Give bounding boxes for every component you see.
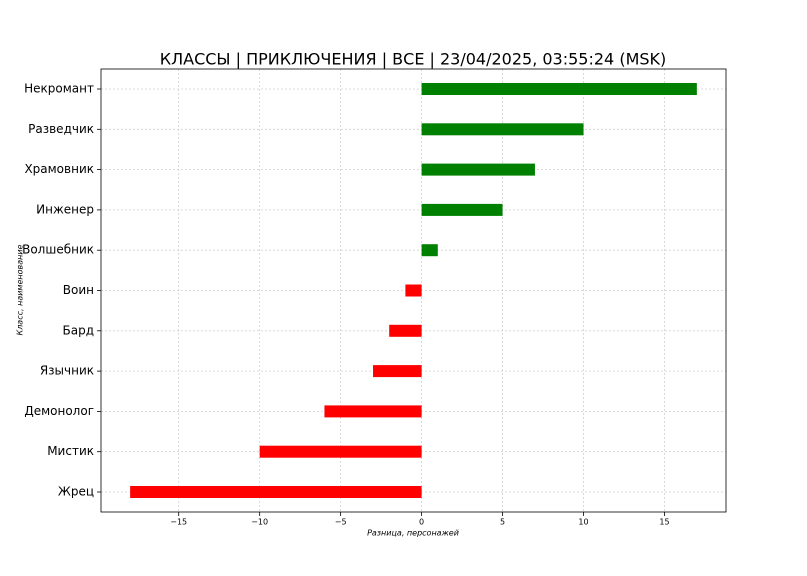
bar [421, 203, 503, 216]
x-tick-label: −5 [335, 518, 347, 527]
bar [421, 123, 584, 136]
x-axis-label: Разница, персонажей [367, 529, 459, 538]
plot-frame [100, 68, 727, 513]
y-tick-label: Демонолог [24, 404, 94, 418]
x-tick-label: −10 [251, 518, 268, 527]
bar [324, 405, 422, 418]
bar [373, 365, 422, 378]
y-tick-label: Мистик [47, 444, 94, 458]
x-tick-label: 0 [419, 518, 424, 527]
y-axis-label: Класс, наименование [16, 244, 25, 335]
x-tick-label: 15 [659, 518, 669, 527]
x-tick-label: 5 [500, 518, 505, 527]
x-tick-label: 10 [578, 518, 588, 527]
bar [259, 445, 422, 458]
chart-title: КЛАССЫ | ПРИКЛЮЧЕНИЯ | ВСЕ | 23/04/2025,… [160, 50, 667, 69]
bar [421, 244, 438, 257]
bar [421, 163, 535, 176]
y-tick-label: Воин [63, 283, 94, 297]
y-tick-label: Храмовник [24, 162, 94, 176]
y-tick-label: Инженер [36, 202, 94, 216]
y-tick-label: Разведчик [28, 122, 94, 136]
bar [389, 324, 422, 337]
bar [130, 486, 422, 498]
y-tick-label: Язычник [40, 364, 94, 378]
y-tick-label: Жрец [58, 485, 94, 499]
bar [421, 83, 697, 95]
y-tick-label: Некромант [24, 82, 94, 96]
x-tick-label: −15 [170, 518, 187, 527]
y-tick-label: Бард [63, 323, 95, 337]
y-tick-label: Волшебник [22, 243, 94, 257]
bar [405, 284, 422, 297]
